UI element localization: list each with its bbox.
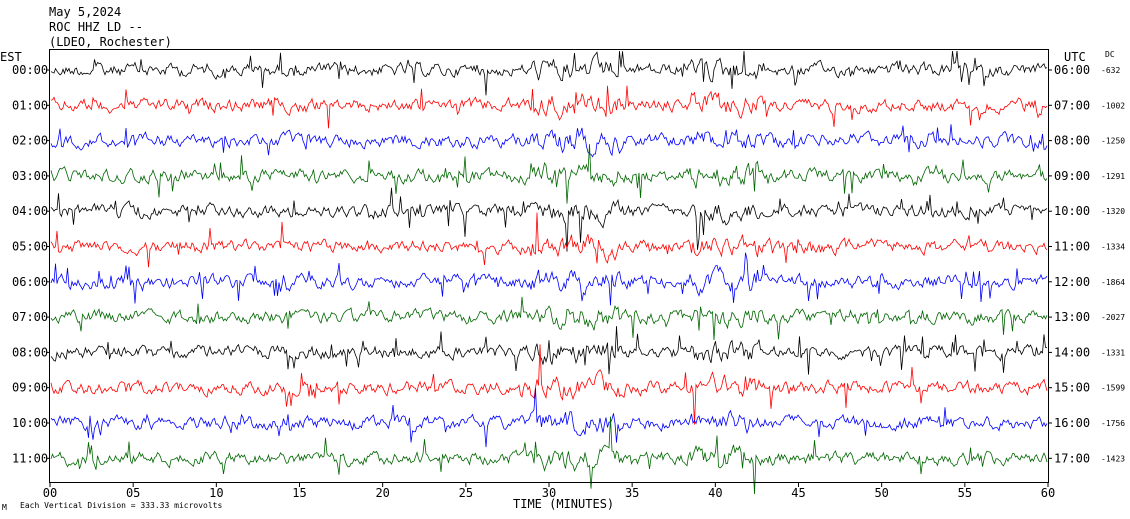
- utc-label: 11:00: [1054, 240, 1090, 254]
- utc-label: 07:00: [1054, 98, 1090, 112]
- dc-offset-value: -1002: [1101, 101, 1125, 110]
- trace-row-0000: [50, 50, 1048, 96]
- est-label: 08:00: [12, 345, 48, 359]
- utc-label: 17:00: [1054, 451, 1090, 465]
- est-label: 09:00: [12, 381, 48, 395]
- x-tick-label: 40: [708, 486, 722, 500]
- dc-offset-value: -1334: [1101, 243, 1125, 252]
- trace-row-0100: [50, 85, 1048, 129]
- trace-row-0300: [50, 144, 1048, 204]
- est-label: 00:00: [12, 63, 48, 77]
- date-title: May 5,2024: [49, 5, 121, 19]
- est-label: 10:00: [12, 416, 48, 430]
- left-zone-label: EST: [0, 50, 22, 64]
- x-tick-label: 15: [292, 486, 306, 500]
- dc-offset-value: -1320: [1101, 207, 1125, 216]
- trace-row-0900: [50, 344, 1048, 425]
- trace-row-0700: [50, 296, 1048, 341]
- x-tick-label: 60: [1041, 486, 1055, 500]
- dc-offset-value: -1864: [1101, 278, 1125, 287]
- trace-row-0400: [50, 187, 1048, 252]
- x-tick-label: 10: [209, 486, 223, 500]
- row-label-layer: 00:00 06:00 -632 01:00 07:00 -1002 02:00 08:00 -…: [12, 63, 1125, 465]
- x-tick-label: 05: [126, 486, 140, 500]
- x-tick-label: 00: [43, 486, 57, 500]
- trace-row-0200: [50, 124, 1048, 158]
- utc-label: 06:00: [1054, 63, 1090, 77]
- est-label: 06:00: [12, 275, 48, 289]
- utc-label: 12:00: [1054, 275, 1090, 289]
- x-tick-label: 55: [958, 486, 972, 500]
- utc-label: 13:00: [1054, 310, 1090, 324]
- utc-label: 09:00: [1054, 169, 1090, 183]
- utc-label: 08:00: [1054, 134, 1090, 148]
- dc-offset-value: -1423: [1101, 454, 1125, 463]
- est-label: 05:00: [12, 240, 48, 254]
- x-tick-label: 45: [791, 486, 805, 500]
- trace-row-1000: [50, 387, 1048, 448]
- dc-offset-value: -1250: [1101, 137, 1125, 146]
- est-label: 02:00: [12, 134, 48, 148]
- station-title: ROC HHZ LD --: [49, 20, 143, 34]
- utc-label: 16:00: [1054, 416, 1090, 430]
- right-zone-label: UTC: [1064, 50, 1086, 64]
- x-tick-label: 30: [542, 486, 556, 500]
- dc-offset-value: -1291: [1101, 172, 1125, 181]
- trace-layer: [50, 50, 1048, 495]
- x-tick-label: 20: [375, 486, 389, 500]
- dc-offset-value: -632: [1101, 66, 1120, 75]
- trace-row-0500: [50, 212, 1048, 268]
- est-label: 03:00: [12, 169, 48, 183]
- x-tick-label: 25: [459, 486, 473, 500]
- x-tick-label: 50: [874, 486, 888, 500]
- utc-label: 15:00: [1054, 381, 1090, 395]
- trace-row-0600: [50, 252, 1048, 306]
- est-label: 04:00: [12, 204, 48, 218]
- dc-offset-value: -1331: [1101, 348, 1125, 357]
- trace-row-1100: [50, 416, 1048, 495]
- scale-note: Each Vertical Division = 333.33 microvol…: [20, 501, 222, 510]
- est-label: 11:00: [12, 451, 48, 465]
- utc-label: 14:00: [1054, 345, 1090, 359]
- utc-label: 10:00: [1054, 204, 1090, 218]
- dc-offset-value: -1599: [1101, 384, 1125, 393]
- location-title: (LDEO, Rochester): [49, 35, 172, 49]
- dc-offset-value: -1756: [1101, 419, 1125, 428]
- trace-row-0800: [50, 326, 1048, 375]
- x-tick-layer: 00 05 10 15 20 25 30 35 40 45 50 55 60: [43, 482, 1055, 500]
- est-label: 01:00: [12, 98, 48, 112]
- x-tick-label: 35: [625, 486, 639, 500]
- x-axis-label: TIME (MINUTES): [513, 497, 614, 511]
- corner-mark: M: [2, 503, 7, 512]
- est-label: 07:00: [12, 310, 48, 324]
- dc-offset-header: DC: [1105, 50, 1115, 59]
- plot-frame: [49, 49, 1049, 483]
- dc-offset-value: -2027: [1101, 313, 1125, 322]
